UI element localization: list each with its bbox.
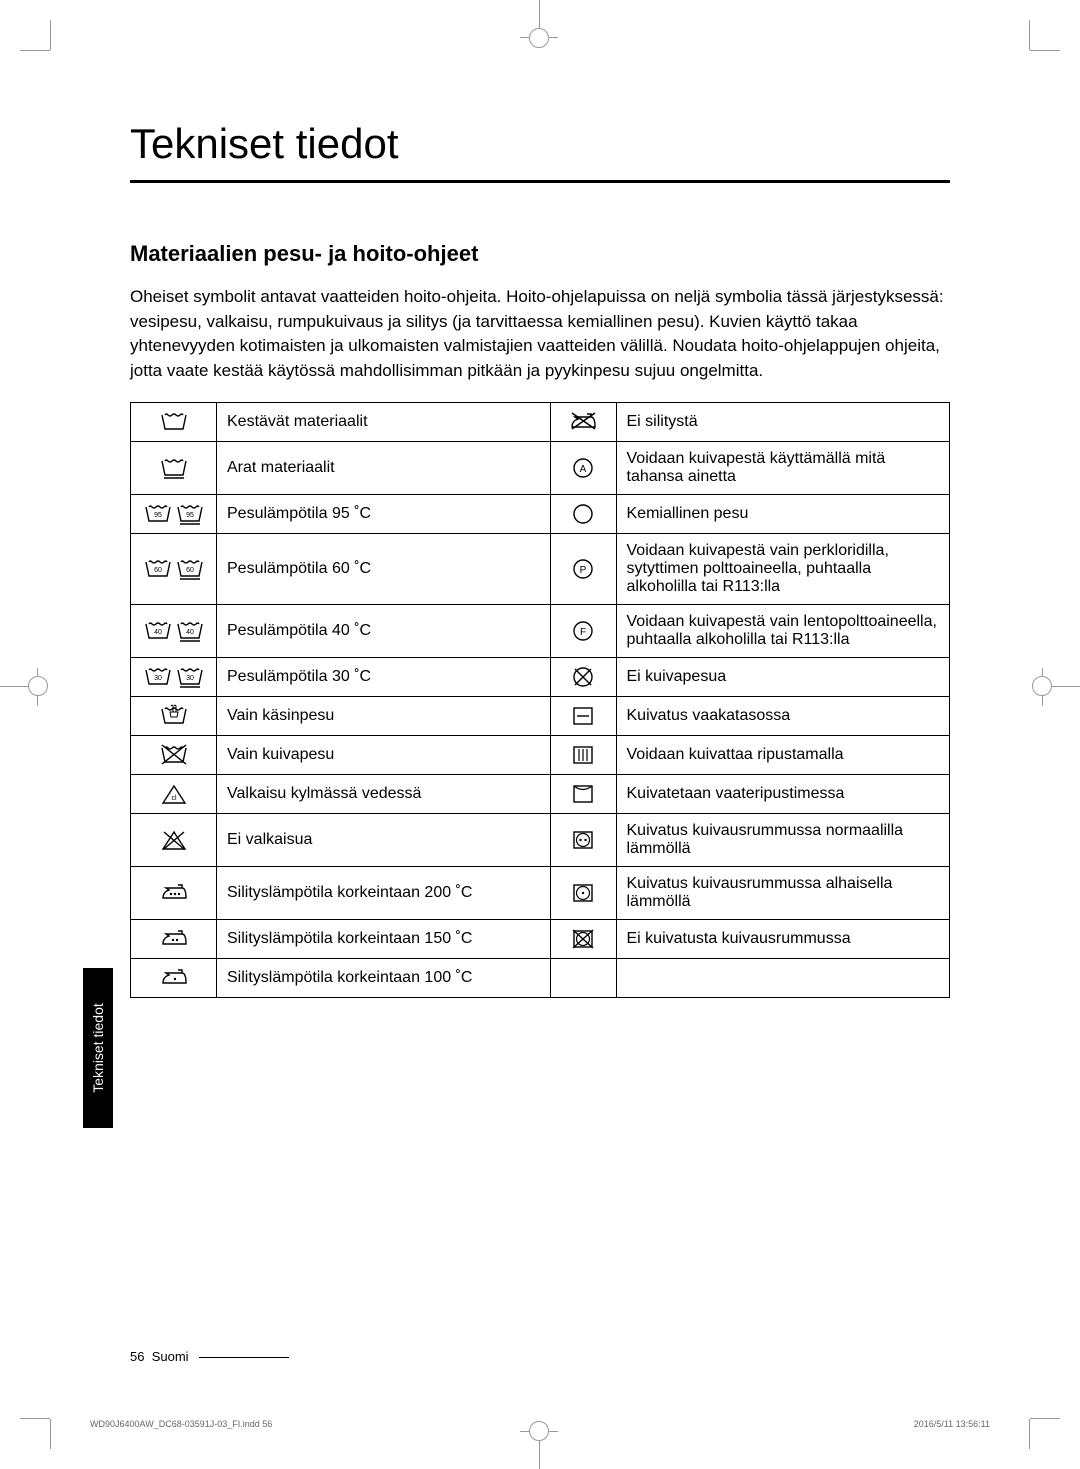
care-label-right: Voidaan kuivattaa ripustamalla	[616, 735, 950, 774]
table-row: Vain kuivapesu Voidaan kuivattaa ripustam…	[131, 735, 950, 774]
table-row: Valkaisu kylmässä vedessä Kuivatetaan vaa…	[131, 774, 950, 813]
care-label-left: Ei valkaisua	[217, 813, 551, 866]
title-rule	[130, 180, 950, 183]
care-label-right: Kuivatus kuivausrummussa alhaisella lämm…	[616, 866, 950, 919]
wash-tub-95-pair-icon: 95 95	[131, 494, 217, 533]
care-label-left: Vain kuivapesu	[217, 735, 551, 774]
care-label-right: Kuivatus vaakatasossa	[616, 696, 950, 735]
crop-corner	[50, 1389, 80, 1419]
dry-flat-icon	[550, 696, 616, 735]
crop-mark	[28, 676, 48, 696]
page-number: 56	[130, 1349, 144, 1364]
wash-tub-icon	[131, 402, 217, 441]
tumble-2dot-icon	[550, 813, 616, 866]
care-label-right: Voidaan kuivapestä käyttämällä mitä taha…	[616, 441, 950, 494]
care-label-left: Silityslämpötila korkeintaan 150 ˚C	[217, 919, 551, 958]
print-file-info: WD90J6400AW_DC68-03591J-03_FI.indd 56	[90, 1419, 272, 1429]
circle-p-icon	[550, 533, 616, 604]
table-row: Silityslämpötila korkeintaan 150 ˚C Ei ku…	[131, 919, 950, 958]
section-tab: Tekniset tiedot	[83, 968, 113, 1128]
care-label-right: Kemiallinen pesu	[616, 494, 950, 533]
svg-text:30: 30	[186, 675, 194, 682]
wash-tub-bar-icon	[131, 441, 217, 494]
care-label-left: Pesulämpötila 95 ˚C	[217, 494, 551, 533]
crop-mark	[1032, 676, 1052, 696]
iron-2dot-icon	[131, 919, 217, 958]
page-title: Tekniset tiedot	[130, 120, 950, 168]
svg-text:60: 60	[186, 567, 194, 574]
page-content: Tekniset tiedot Materiaalien pesu- ja ho…	[130, 120, 950, 998]
tumble-1dot-icon	[550, 866, 616, 919]
crop-corner	[1000, 1389, 1030, 1419]
care-label-right	[616, 958, 950, 997]
intro-text: Oheiset symbolit antavat vaatteiden hoit…	[130, 285, 950, 384]
care-label-right: Ei kuivapesua	[616, 657, 950, 696]
care-label-left: Vain käsinpesu	[217, 696, 551, 735]
table-row: Ei valkaisua Kuivatus kuivausrummussa nor…	[131, 813, 950, 866]
crop-mark	[529, 28, 549, 48]
svg-text:60: 60	[154, 567, 162, 574]
no-dryclean-icon	[550, 657, 616, 696]
care-label-left: Pesulämpötila 30 ˚C	[217, 657, 551, 696]
table-row: Arat materiaalit Voidaan kuivapestä käytt…	[131, 441, 950, 494]
wash-tub-60-pair-icon: 60 60	[131, 533, 217, 604]
care-label-right: Voidaan kuivapestä vain lentopolttoainee…	[616, 604, 950, 657]
care-symbol-table: Kestävät materiaalitEi silitystäArat mat…	[130, 402, 950, 998]
do-not-wash-icon	[131, 735, 217, 774]
hand-wash-icon	[131, 696, 217, 735]
empty-icon	[550, 958, 616, 997]
circle-a-icon	[550, 441, 616, 494]
svg-text:95: 95	[186, 512, 194, 519]
table-row: Kestävät materiaalit Ei silitystä	[131, 402, 950, 441]
care-label-left: Silityslämpötila korkeintaan 200 ˚C	[217, 866, 551, 919]
bleach-cl-icon	[131, 774, 217, 813]
section-tab-label: Tekniset tiedot	[90, 1003, 106, 1093]
care-label-right: Ei kuivatusta kuivausrummussa	[616, 919, 950, 958]
no-bleach-icon	[131, 813, 217, 866]
footer-rule	[199, 1357, 289, 1358]
section-title: Materiaalien pesu- ja hoito-ohjeet	[130, 241, 950, 267]
care-label-right: Ei silitystä	[616, 402, 950, 441]
care-label-right: Voidaan kuivapestä vain perkloridilla, s…	[616, 533, 950, 604]
print-timestamp: 2016/5/11 13:56:11	[914, 1419, 990, 1429]
table-row: 40 40 Pesulämpötila 40 ˚C Voidaan kuivapest…	[131, 604, 950, 657]
care-label-left: Valkaisu kylmässä vedessä	[217, 774, 551, 813]
crop-corner	[50, 50, 80, 80]
care-label-left: Pesulämpötila 40 ˚C	[217, 604, 551, 657]
drip-dry-icon	[550, 735, 616, 774]
crop-mark	[529, 1421, 549, 1441]
page-footer: 56 Suomi	[130, 1349, 289, 1364]
no-iron-icon	[550, 402, 616, 441]
svg-text:40: 40	[154, 629, 162, 636]
no-tumble-icon	[550, 919, 616, 958]
svg-text:30: 30	[154, 675, 162, 682]
table-row: Silityslämpötila korkeintaan 200 ˚C Kuiva…	[131, 866, 950, 919]
circle-icon	[550, 494, 616, 533]
iron-3dot-icon	[131, 866, 217, 919]
circle-f-icon	[550, 604, 616, 657]
care-label-left: Kestävät materiaalit	[217, 402, 551, 441]
hang-dry-icon	[550, 774, 616, 813]
svg-text:95: 95	[154, 512, 162, 519]
iron-1dot-icon	[131, 958, 217, 997]
footer-lang: Suomi	[152, 1349, 189, 1364]
table-row: 60 60 Pesulämpötila 60 ˚C Voidaan kuivapest…	[131, 533, 950, 604]
svg-text:40: 40	[186, 629, 194, 636]
care-label-right: Kuivatus kuivausrummussa normaalilla läm…	[616, 813, 950, 866]
table-row: 30 30 Pesulämpötila 30 ˚C Ei kuivapesua	[131, 657, 950, 696]
care-label-left: Silityslämpötila korkeintaan 100 ˚C	[217, 958, 551, 997]
wash-tub-30-pair-icon: 30 30	[131, 657, 217, 696]
table-row: Silityslämpötila korkeintaan 100 ˚C	[131, 958, 950, 997]
crop-corner	[1000, 50, 1030, 80]
care-label-right: Kuivatetaan vaateripustimessa	[616, 774, 950, 813]
care-label-left: Pesulämpötila 60 ˚C	[217, 533, 551, 604]
wash-tub-40-pair-icon: 40 40	[131, 604, 217, 657]
care-label-left: Arat materiaalit	[217, 441, 551, 494]
table-row: Vain käsinpesu Kuivatus vaakatasossa	[131, 696, 950, 735]
table-row: 95 95 Pesulämpötila 95 ˚C Kemiallinen pesu	[131, 494, 950, 533]
